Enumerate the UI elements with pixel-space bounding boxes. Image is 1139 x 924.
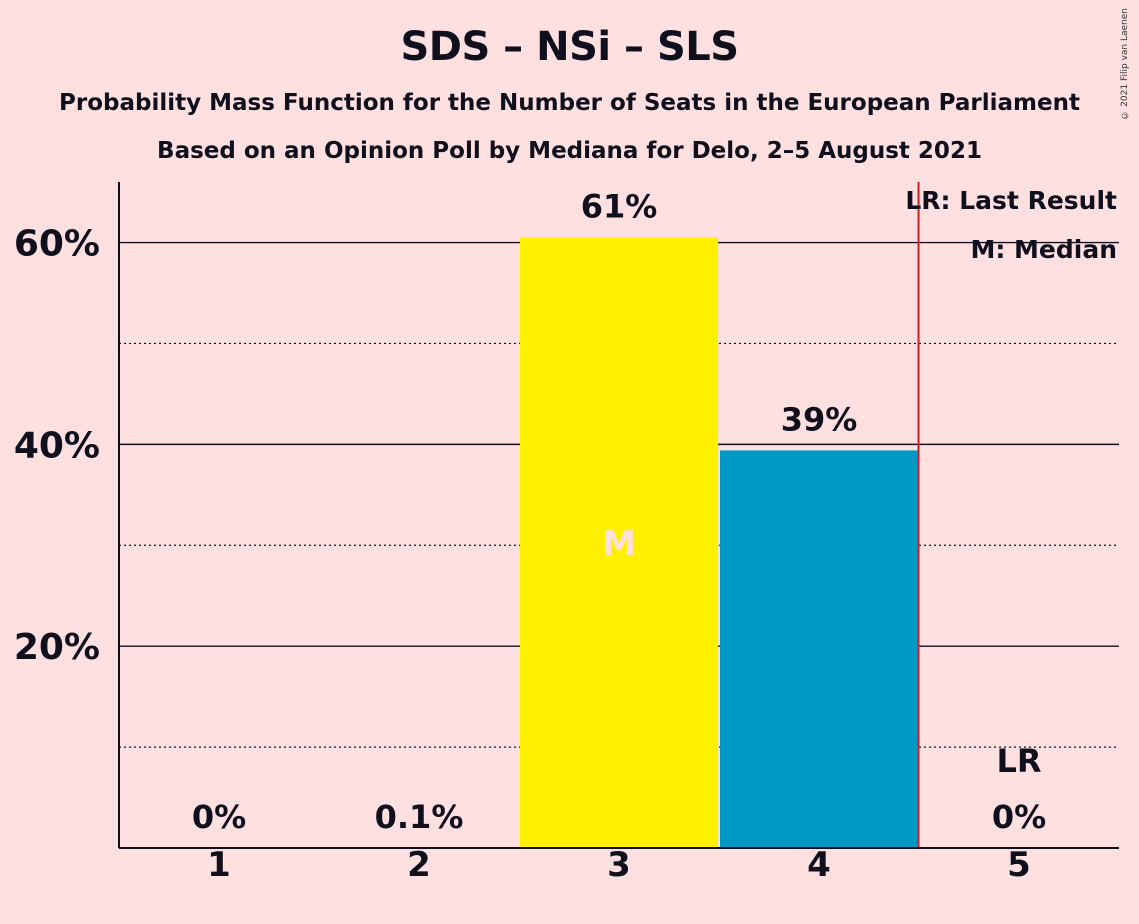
chart-subtitle: Probability Mass Function for the Number… (59, 90, 1080, 116)
x-tick-label: 2 (407, 845, 431, 885)
y-tick-label: 20% (14, 627, 100, 668)
bar-value-label: 0.1% (375, 798, 464, 836)
bar (520, 237, 718, 848)
y-tick-label: 60% (14, 224, 100, 265)
bar-value-label: 0% (192, 798, 246, 836)
last-result-marker: LR (996, 742, 1041, 780)
median-marker: M (602, 524, 636, 564)
bar-value-label: 0% (992, 798, 1046, 836)
chart-title: SDS – NSi – SLS (400, 24, 739, 70)
x-tick-label: 4 (807, 845, 831, 885)
chart-subtitle-poll: Based on an Opinion Poll by Mediana for … (157, 138, 982, 164)
legend-last-result: LR: Last Result (905, 186, 1117, 215)
x-tick-label: 5 (1007, 845, 1031, 885)
x-tick-label: 1 (207, 845, 231, 885)
bar-value-label: 39% (781, 400, 858, 438)
x-tick-label: 3 (607, 845, 631, 885)
bar-value-label: 61% (581, 188, 658, 226)
legend-median: M: Median (970, 235, 1117, 264)
y-tick-label: 40% (14, 425, 100, 466)
bar (720, 450, 918, 848)
